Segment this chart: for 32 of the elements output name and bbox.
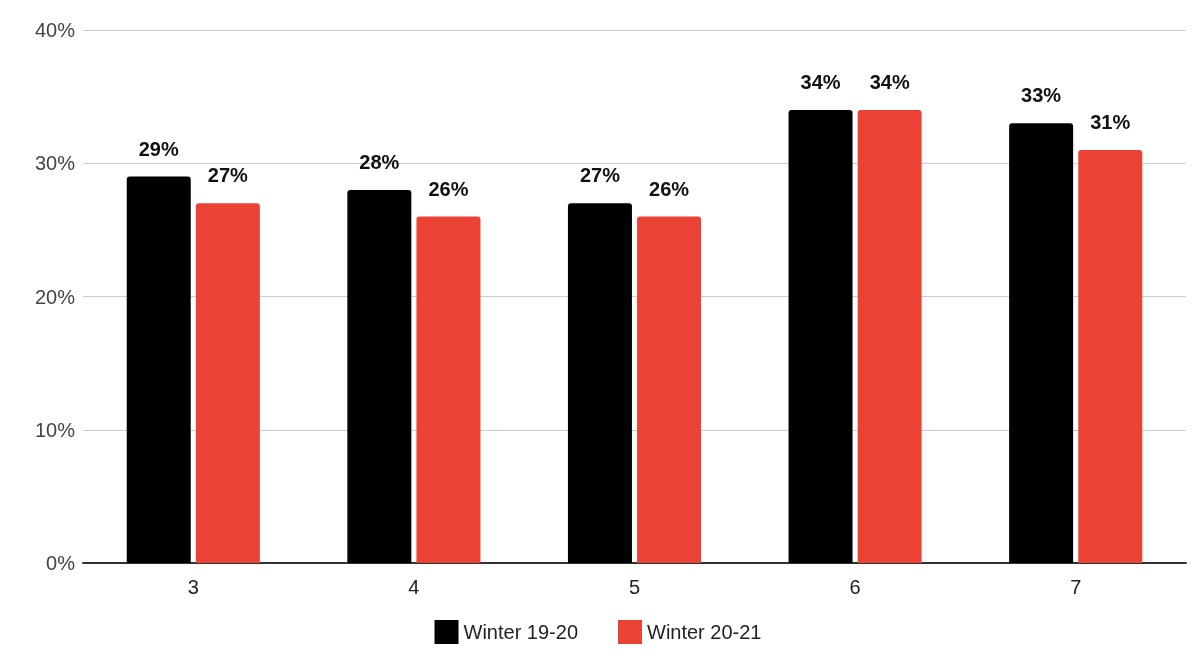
data-label: 27% xyxy=(207,164,249,187)
y-tick-label: 30% xyxy=(34,152,76,175)
bar xyxy=(1009,123,1074,563)
y-tick-label: 0% xyxy=(46,552,76,574)
data-label: 34% xyxy=(869,70,910,93)
bar xyxy=(857,109,922,563)
data-label: 26% xyxy=(428,177,469,200)
data-label: 26% xyxy=(649,177,690,200)
x-tick-label: 5 xyxy=(628,576,641,598)
data-label: 31% xyxy=(1090,110,1131,133)
y-tick-label: 20% xyxy=(34,285,76,308)
bar xyxy=(1078,149,1143,563)
y-tick-label: 10% xyxy=(34,418,76,441)
y-tick-label: 40% xyxy=(34,19,76,41)
data-label: 28% xyxy=(359,150,400,173)
data-label: 27% xyxy=(579,164,621,187)
bar xyxy=(347,189,412,563)
data-label: 29% xyxy=(138,137,179,160)
x-tick-label: 4 xyxy=(408,576,420,598)
bar xyxy=(637,216,702,563)
x-tick-label: 3 xyxy=(187,576,199,598)
data-label: 34% xyxy=(800,70,841,93)
legend-label: Winter 20-21 xyxy=(647,621,762,643)
x-tick-label: 6 xyxy=(849,576,861,598)
bar xyxy=(567,203,632,563)
bar xyxy=(416,216,481,563)
bar xyxy=(788,109,853,563)
x-tick-label: 7 xyxy=(1070,576,1082,598)
bar xyxy=(195,203,260,563)
bar xyxy=(126,176,191,563)
data-label: 33% xyxy=(1021,84,1062,107)
legend-label: Winter 19-20 xyxy=(463,621,579,643)
